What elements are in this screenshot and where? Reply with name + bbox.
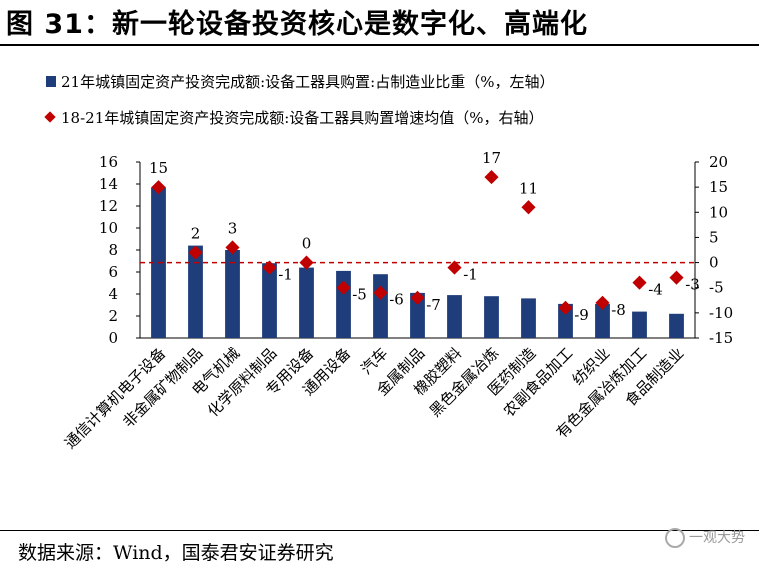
y-left-tick-label: 14 <box>99 175 118 193</box>
y-left-tick-label: 4 <box>108 285 118 303</box>
scatter-point <box>484 170 499 185</box>
legend-dot-swatch <box>44 111 56 123</box>
data-label: -8 <box>611 301 626 319</box>
y-left-tick-label: 16 <box>99 153 118 171</box>
data-label: -1 <box>463 266 478 284</box>
y-right-tick-label: -10 <box>709 304 733 322</box>
y-left-tick-label: 8 <box>108 241 118 259</box>
scatter-point <box>336 280 351 295</box>
bar <box>447 295 462 338</box>
data-label: 0 <box>302 235 312 253</box>
y-right-tick-label: 5 <box>709 228 719 246</box>
y-right-tick-label: 0 <box>709 254 719 272</box>
scatter-point <box>225 240 240 255</box>
data-label: 15 <box>149 159 168 177</box>
legend-bar-swatch <box>46 76 56 87</box>
bar <box>632 311 647 338</box>
figure-title: 图 31：新一轮设备投资核心是数字化、高端化 <box>6 9 588 40</box>
y-left-tick-label: 6 <box>108 263 118 281</box>
legend-dot-label: 18-21年城镇固定资产投资完成额:设备工器具购置增速均值（%，右轴） <box>61 109 544 127</box>
scatter-point <box>373 285 388 300</box>
y-left-tick-label: 2 <box>108 307 118 325</box>
scatter-point <box>447 260 462 275</box>
marks: 15 2 3 -1 0 -5 -6 -7 -1 17 11 -9 -8 -4 -3 <box>140 149 700 338</box>
source-note: 数据来源：Wind，国泰君安证券研究 <box>18 542 334 564</box>
bar <box>373 274 388 338</box>
data-label: 3 <box>228 219 238 237</box>
bar <box>669 313 684 338</box>
data-label: -6 <box>389 291 404 309</box>
y-left-tick-label: 12 <box>99 197 118 215</box>
title-rule <box>0 44 759 46</box>
y-left-tick-label: 10 <box>99 219 118 237</box>
chart: 21年城镇固定资产投资完成额:设备工器具购置:占制造业比重（%，左轴） 18-2… <box>44 73 733 452</box>
data-label: -7 <box>426 296 441 314</box>
bar <box>558 303 573 338</box>
bar <box>188 245 203 338</box>
watermark-logo-icon <box>665 528 685 548</box>
y-right-tick-label: -15 <box>709 329 733 347</box>
source-rule <box>0 530 759 531</box>
bar <box>521 298 536 338</box>
scatter-point <box>669 270 684 285</box>
watermark-text: 一观大势 <box>689 530 745 546</box>
y-left-tick-label: 0 <box>108 329 118 347</box>
legend-bar-label: 21年城镇固定资产投资完成额:设备工器具购置:占制造业比重（%，左轴） <box>61 73 554 91</box>
bar <box>299 267 314 338</box>
data-label: -4 <box>648 281 663 299</box>
y-right-tick-label: -5 <box>709 279 724 297</box>
data-label: -9 <box>574 306 589 324</box>
bar <box>484 296 499 338</box>
data-label: -1 <box>278 266 293 284</box>
bar <box>410 292 425 338</box>
bar <box>595 303 610 338</box>
scatter-point <box>410 290 425 305</box>
watermark: 一观大势 <box>665 528 745 548</box>
bar <box>262 263 277 338</box>
scatter-point <box>632 275 647 290</box>
y-right-tick-label: 10 <box>709 203 728 221</box>
data-label: 2 <box>191 225 201 243</box>
y-right-tick-label: 15 <box>709 178 728 196</box>
scatter-point <box>262 260 277 275</box>
data-label: 11 <box>519 179 538 197</box>
legend: 21年城镇固定资产投资完成额:设备工器具购置:占制造业比重（%，左轴） 18-2… <box>44 73 554 127</box>
data-label: -3 <box>685 276 700 294</box>
bar <box>225 250 240 338</box>
data-label: 17 <box>482 149 501 167</box>
data-label: -5 <box>352 286 367 304</box>
scatter-point <box>299 255 314 270</box>
scatter-point <box>558 300 573 315</box>
scatter-point <box>595 295 610 310</box>
scatter-point <box>151 180 166 195</box>
y-right-tick-label: 20 <box>709 153 728 171</box>
scatter-point <box>521 200 536 215</box>
scatter-point <box>188 245 203 260</box>
